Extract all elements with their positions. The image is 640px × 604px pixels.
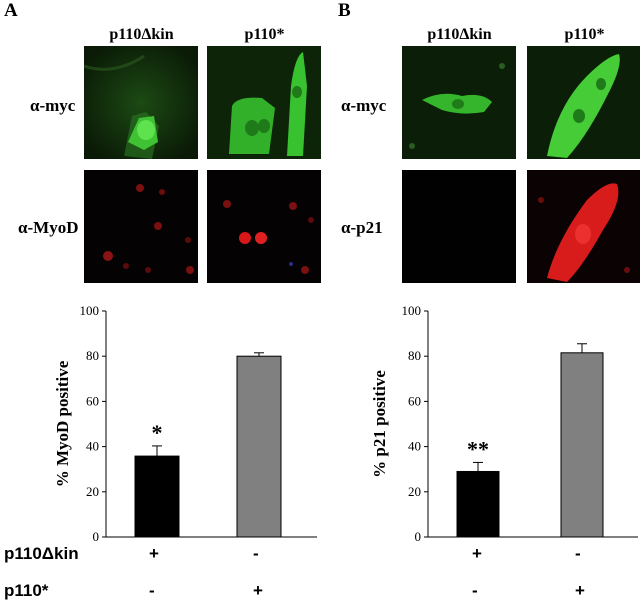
row-label-a-myc: α-myc <box>30 96 76 115</box>
chart-a: 0 20 40 60 80 100 % MyoD positive * <box>0 300 330 550</box>
condition-sign: - <box>149 581 155 600</box>
condition-sign: + <box>253 581 263 600</box>
condition-sign: - <box>575 544 581 563</box>
y-tick-label: 80 <box>86 348 99 363</box>
y-tick-label: 100 <box>80 303 100 318</box>
y-tick-label: 100 <box>402 303 422 318</box>
significance-marker: ** <box>467 436 489 461</box>
micrograph-a-kin-myod <box>84 170 198 283</box>
y-axis-label: % MyoD positive <box>53 360 72 487</box>
col-header-b-star: p110* <box>564 26 605 43</box>
chart-b: 0 20 40 60 80 100 % p21 positive ** <box>325 300 640 550</box>
y-tick-label: 20 <box>408 484 421 499</box>
significance-marker: * <box>152 420 163 445</box>
condition-sign: - <box>472 581 478 600</box>
panel-letter-a: A <box>4 0 18 21</box>
condition-sign: + <box>472 544 482 563</box>
micrograph-a-star-myc <box>207 46 321 159</box>
condition-sign: + <box>149 544 159 563</box>
micrograph-b-kin-myc <box>402 46 516 159</box>
bar <box>456 470 500 538</box>
y-tick-label: 80 <box>408 348 421 363</box>
row-label-b-p21: α-p21 <box>341 218 383 237</box>
y-tick-label: 20 <box>86 484 99 499</box>
col-header-a-kin: p110Δkin <box>109 26 174 43</box>
y-tick-label: 60 <box>408 393 421 408</box>
row-label-b-myc: α-myc <box>341 96 387 115</box>
y-axis-label: % p21 positive <box>370 370 389 478</box>
bar <box>134 455 180 538</box>
y-tick-label: 40 <box>86 439 99 454</box>
panel-letter-b: B <box>338 0 351 21</box>
condition-sign: + <box>575 581 585 600</box>
y-tick-label: 0 <box>93 529 100 544</box>
micrograph-b-star-myc <box>527 46 640 159</box>
col-header-a-star: p110* <box>244 26 285 43</box>
micrograph-b-kin-p21 <box>402 170 516 283</box>
row-label-a-myod: α-MyoD <box>18 218 79 237</box>
bar <box>236 355 282 538</box>
bar <box>560 352 604 538</box>
condition-sign: - <box>253 544 259 563</box>
micrograph-a-star-myod <box>207 170 321 283</box>
col-header-b-kin: p110Δkin <box>427 26 492 43</box>
condition-label-kin: p110Δkin <box>4 544 79 563</box>
micrograph-b-star-p21 <box>527 170 640 283</box>
y-tick-label: 60 <box>86 393 99 408</box>
y-tick-label: 40 <box>408 439 421 454</box>
condition-label-star: p110* <box>4 581 49 600</box>
micrograph-a-kin-myc <box>84 46 198 159</box>
y-tick-label: 0 <box>415 529 422 544</box>
